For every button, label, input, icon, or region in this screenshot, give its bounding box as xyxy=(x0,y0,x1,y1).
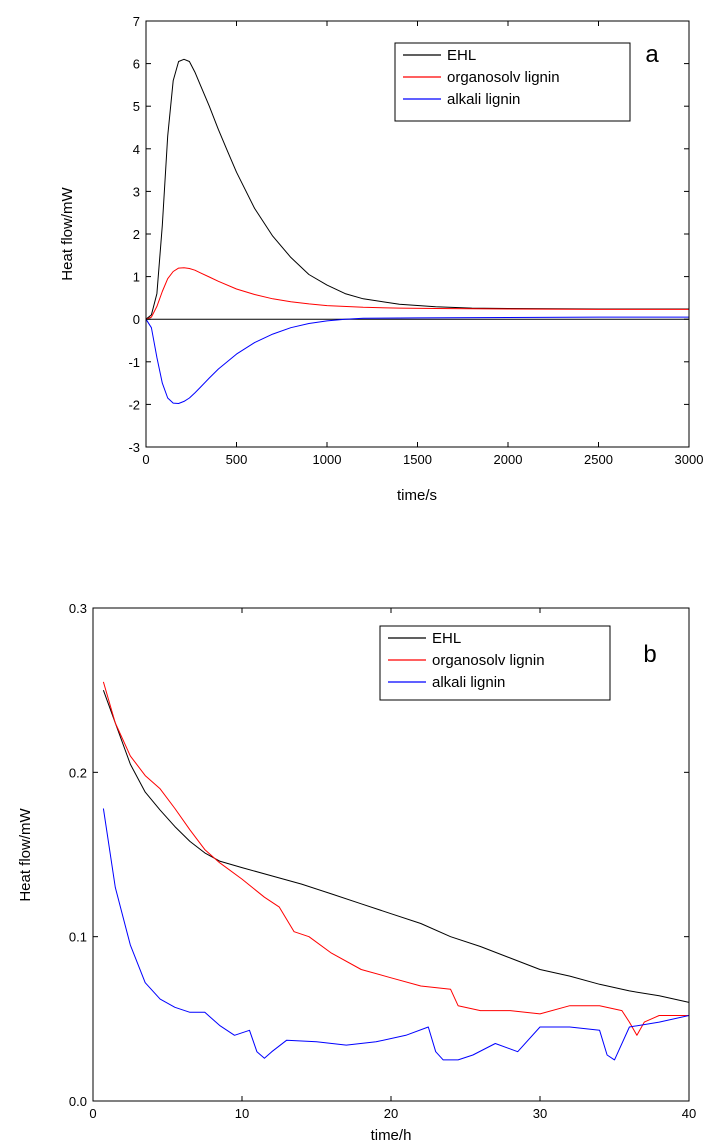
chart-a-x-tick-label: 500 xyxy=(226,452,248,467)
chart-b-series-alkali-lignin xyxy=(102,808,690,1061)
chart-b-x-tick-label: 0 xyxy=(89,1106,96,1121)
chart-a-x-tick-label: 2500 xyxy=(584,452,613,467)
chart-a-y-tick-label: 7 xyxy=(133,14,140,29)
chart-a-y-tick-label: -3 xyxy=(128,440,140,455)
chart-a: 0 500 1000 1500 2000 2500 3000 -3 -2 -1 0 1 2 3 4 5 6 7 E… xyxy=(59,14,703,504)
chart-a-legend-box xyxy=(394,42,631,122)
chart-b-lines xyxy=(102,681,690,1061)
chart-a-y-tick-label: -1 xyxy=(128,355,140,370)
chart-b-y-axis-label: Heat flow/mW xyxy=(17,807,34,901)
chart-a-x-tick-label: 2000 xyxy=(494,452,523,467)
chart-b-y-tick-label: 0.1 xyxy=(69,930,87,945)
chart-a-legend-label-ehl: EHL xyxy=(447,47,476,64)
chart-b-ticks: 0 10 20 30 40 0.0 0.1 0.2 0.3 xyxy=(69,601,696,1121)
chart-b-legend-label-organosolv-lignin: organosolv lignin xyxy=(432,652,545,669)
chart-b-y-tick-label: 0.0 xyxy=(69,1094,87,1109)
chart-b-x-tick-label: 40 xyxy=(682,1106,696,1121)
chart-a-y-tick-label: -2 xyxy=(128,397,140,412)
chart-b-legend-label-alkali-lignin: alkali lignin xyxy=(432,674,505,691)
chart-a-legend: EHL organosolv lignin alkali lignin xyxy=(403,47,560,108)
chart-b-series-ehl xyxy=(102,690,690,1003)
chart-a-ticks: 0 500 1000 1500 2000 2500 3000 -3 -2 -1 0 1 2 3 4 5 6 7 xyxy=(128,14,703,467)
chart-b-y-tick-label: 0.2 xyxy=(69,765,87,780)
chart-a-y-tick-label: 0 xyxy=(133,312,140,327)
chart-a-x-axis-label: time/s xyxy=(397,487,437,504)
chart-a-series-alkali-lignin xyxy=(145,316,689,404)
chart-a-y-tick-label: 1 xyxy=(133,270,140,285)
chart-a-series-organosolv-lignin xyxy=(145,267,689,320)
chart-b-x-tick-label: 10 xyxy=(235,1106,249,1121)
chart-a-legend-label-alkali-lignin: alkali lignin xyxy=(447,91,520,108)
chart-a-series-ehl xyxy=(145,58,689,320)
chart-b-series-organosolv-lignin xyxy=(102,681,689,1036)
chart-a-x-tick-label: 0 xyxy=(142,452,149,467)
chart-b: 0 10 20 30 40 0.0 0.1 0.2 0.3 EHL organosolv lign… xyxy=(17,601,696,1144)
chart-a-panel-label: a xyxy=(645,41,659,68)
chart-b-panel-label: b xyxy=(643,641,656,668)
chart-b-legend-label-ehl: EHL xyxy=(432,630,461,647)
chart-a-x-tick-label: 1000 xyxy=(313,452,342,467)
chart-b-x-tick-label: 20 xyxy=(384,1106,398,1121)
chart-a-lines xyxy=(145,58,689,404)
chart-b-legend: EHL organosolv lignin alkali lignin xyxy=(388,630,545,691)
chart-a-legend-label-organosolv-lignin: organosolv lignin xyxy=(447,69,560,86)
chart-a-x-tick-label: 1500 xyxy=(403,452,432,467)
chart-a-x-tick-label: 3000 xyxy=(675,452,704,467)
chart-a-y-axis-label: Heat flow/mW xyxy=(59,186,76,280)
chart-b-y-tick-label: 0.3 xyxy=(69,601,87,616)
chart-b-x-tick-label: 30 xyxy=(533,1106,547,1121)
chart-a-y-tick-label: 6 xyxy=(133,57,140,72)
chart-b-x-axis-label: time/h xyxy=(371,1127,412,1144)
chart-a-y-tick-label: 2 xyxy=(133,227,140,242)
chart-a-y-tick-label: 4 xyxy=(133,142,140,157)
chart-a-y-tick-label: 3 xyxy=(133,184,140,199)
chart-a-y-tick-label: 5 xyxy=(133,99,140,114)
